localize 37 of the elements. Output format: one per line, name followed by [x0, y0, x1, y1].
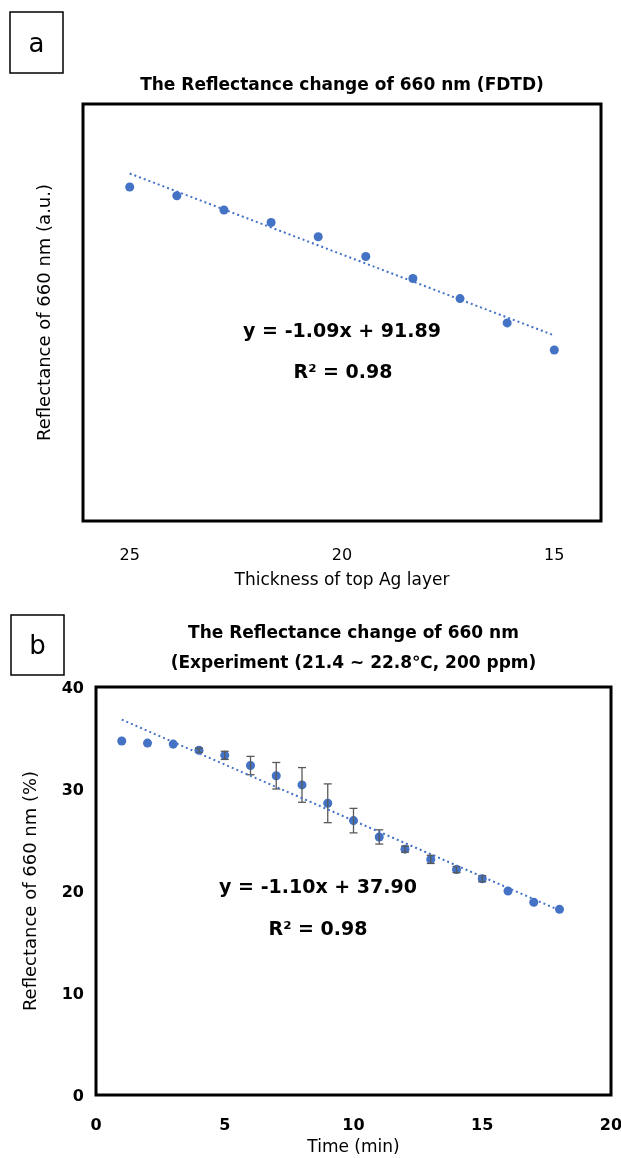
x-tick-label: 20 [599, 1115, 621, 1134]
y-tick-label: 30 [61, 780, 84, 799]
x-tick-label: 15 [471, 1115, 494, 1134]
point [361, 252, 371, 262]
x-axis-title: Thickness of top Ag layer [233, 569, 450, 589]
y-tick-label: 10 [61, 984, 84, 1003]
y-tick-label: 20 [61, 882, 84, 901]
chart-subtitle: (Experiment (21.4 ~ 22.8℃, 200 ppm) [170, 652, 537, 672]
x-tick-label: 0 [90, 1115, 102, 1134]
point [117, 736, 127, 746]
point [125, 182, 135, 192]
x-tick-label: 25 [119, 545, 140, 564]
y-axis-title: Reflectance of 660 nm (a.u.) [33, 183, 54, 442]
annotation: R² = 0.98 [293, 360, 393, 382]
x-tick-label: 5 [219, 1115, 231, 1134]
text: b [29, 630, 46, 660]
annotation: R² = 0.98 [268, 917, 368, 939]
x-tick-label: 10 [342, 1115, 365, 1134]
x-axis-title: Time (min) [306, 1136, 400, 1156]
point [502, 318, 512, 328]
point [554, 904, 565, 914]
x-tick-label: 20 [331, 545, 353, 564]
text: a [28, 27, 45, 58]
point [172, 191, 182, 201]
y-tick-label: 40 [61, 678, 84, 697]
chart-title: The Reflectance change of 660 nm (FDTD) [140, 74, 544, 94]
point [142, 738, 153, 748]
point [266, 217, 276, 227]
annotation: y = -1.09x + 91.89 [243, 319, 441, 341]
annotation: y = -1.10x + 37.90 [219, 875, 417, 897]
chart-title: The Reflectance change of 660 nm [188, 622, 519, 642]
point [529, 897, 539, 907]
y-axis-title: Reflectance of 660 nm (%) [19, 770, 40, 1012]
point [549, 345, 559, 355]
y-tick-label: 0 [72, 1086, 84, 1105]
x-tick-label: 15 [544, 545, 565, 564]
point [313, 232, 323, 242]
